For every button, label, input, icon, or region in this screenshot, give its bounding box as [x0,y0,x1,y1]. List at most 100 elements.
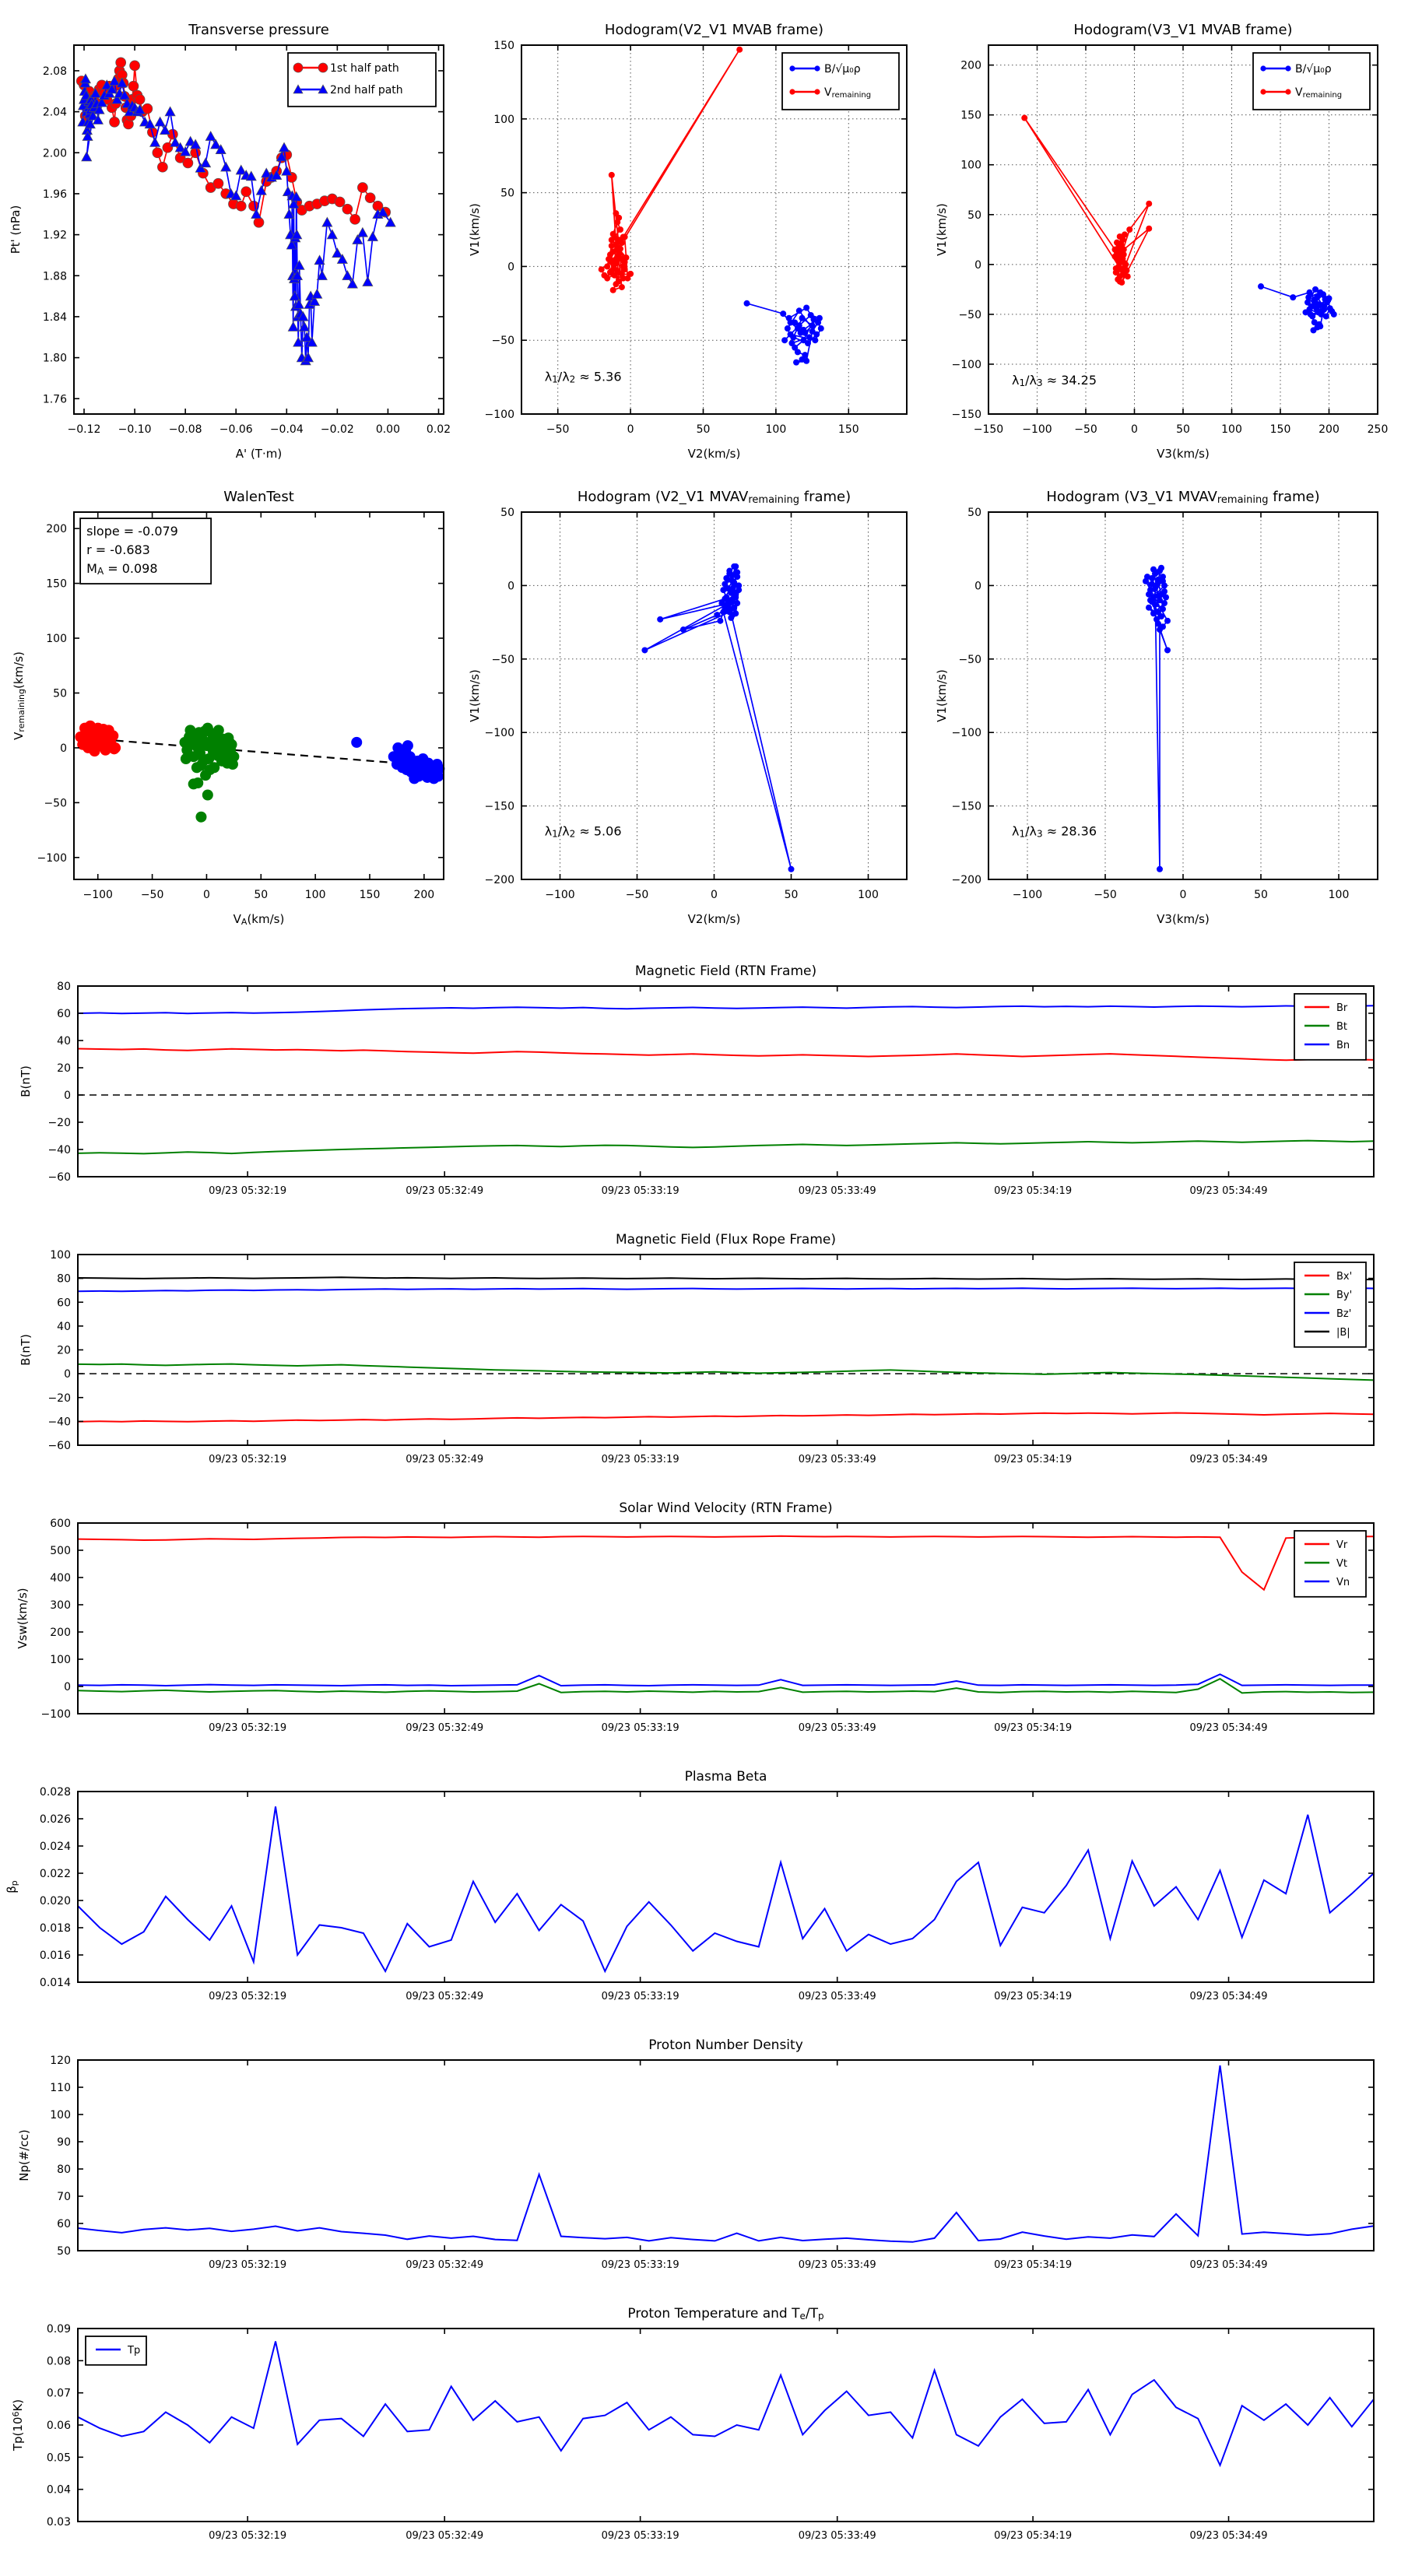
svg-text:09/23 05:33:49: 09/23 05:33:49 [799,2530,876,2542]
svg-text:1.92: 1.92 [43,230,67,242]
svg-text:Vremaining: Vremaining [824,86,871,100]
svg-text:λ1/λ2 ≈ 5.06: λ1/λ2 ≈ 5.06 [545,823,622,839]
svg-text:2nd half path: 2nd half path [330,84,403,97]
svg-text:−0.10: −0.10 [118,423,152,436]
svg-text:Vt: Vt [1336,1558,1347,1570]
svg-text:−0.06: −0.06 [219,423,253,436]
svg-text:50: 50 [1254,889,1268,901]
svg-text:100: 100 [50,1249,71,1262]
svg-text:0: 0 [64,1681,71,1693]
svg-text:B/√μ₀ρ: B/√μ₀ρ [824,63,861,75]
svg-text:40: 40 [57,1321,71,1333]
svg-text:70: 70 [57,2191,71,2203]
svg-text:1.84: 1.84 [43,311,67,324]
svg-text:09/23 05:34:19: 09/23 05:34:19 [994,1185,1072,1197]
chart-transverse-pressure: −0.12 −0.10 −0.08 −0.06 −0.04 −0.02 0.00 0.02 1.… [0,8,467,475]
svg-text:100: 100 [766,423,787,436]
svg-text:0: 0 [507,261,514,273]
svg-text:−100: −100 [485,409,514,421]
svg-text:Magnetic Field (RTN Frame): Magnetic Field (RTN Frame) [635,963,816,979]
svg-text:Proton Number Density: Proton Number Density [648,2037,803,2053]
svg-text:Hodogram (V2_V1 MVAVremaining: Hodogram (V2_V1 MVAVremaining frame) [578,489,851,506]
chart-walen-test: −100 −50 0 50 100 150 200 −100 −50 0 50 100 150 200 Wa… [0,475,467,953]
svg-text:0.016: 0.016 [40,1950,71,1962]
svg-text:200: 200 [46,523,67,535]
svg-text:0.07: 0.07 [47,2388,71,2400]
svg-text:−50: −50 [44,797,67,809]
svg-text:100: 100 [50,1654,71,1666]
chart-hodogram-v3v1-mvab: −150 −100 −50 0 50 100 150 200 250 −150 −100 −50 0 50… [934,8,1401,475]
svg-text:0.020: 0.020 [40,1895,71,1907]
svg-text:09/23 05:34:19: 09/23 05:34:19 [994,1991,1072,2002]
svg-text:Bx': Bx' [1336,1271,1352,1283]
svg-text:−150: −150 [952,801,981,813]
svg-text:09/23 05:32:19: 09/23 05:32:19 [209,1722,286,1734]
chart-hodogram-v2v1-mvav: −100 −50 0 50 100 −200 −150 −100 −50 0 50 Hodogram … [467,475,934,953]
svg-text:09/23 05:33:49: 09/23 05:33:49 [799,2259,876,2271]
svg-text:1.96: 1.96 [43,188,67,201]
svg-text:Vr: Vr [1336,1539,1348,1551]
svg-text:50: 50 [500,507,514,519]
svg-text:−0.02: −0.02 [321,423,354,436]
svg-text:2.04: 2.04 [43,107,67,119]
svg-text:09/23 05:34:49: 09/23 05:34:49 [1190,2259,1268,2271]
svg-text:100: 100 [1329,889,1350,901]
svg-text:09/23 05:34:49: 09/23 05:34:49 [1190,1722,1268,1734]
svg-text:−150: −150 [485,801,514,813]
svg-text:0: 0 [974,259,981,272]
svg-text:Bt: Bt [1336,1021,1347,1033]
svg-text:20: 20 [57,1062,71,1075]
svg-text:50: 50 [967,209,981,222]
svg-text:120: 120 [50,2055,71,2067]
svg-text:r = -0.683: r = -0.683 [86,542,150,557]
svg-text:0: 0 [60,742,67,755]
svg-text:09/23 05:33:19: 09/23 05:33:19 [602,1991,679,2002]
svg-text:200: 200 [413,889,434,901]
svg-text:60: 60 [57,1008,71,1020]
svg-text:100: 100 [960,160,981,172]
chart-hodogram-v2v1-mvab: −50 0 50 100 150 −100 −50 0 50 100 150 Hodogram(V2_… [467,8,934,475]
svg-text:100: 100 [50,2109,71,2122]
svg-text:−100: −100 [83,889,113,901]
svg-text:50: 50 [1176,423,1190,436]
svg-text:−100: −100 [952,359,981,371]
svg-text:By': By' [1336,1290,1352,1301]
svg-text:λ1/λ3 ≈ 28.36: λ1/λ3 ≈ 28.36 [1012,823,1097,839]
svg-text:09/23 05:33:19: 09/23 05:33:19 [602,1454,679,1465]
svg-text:150: 150 [960,110,981,122]
svg-text:−20: −20 [47,1117,71,1129]
svg-text:Hodogram(V3_V1 MVAB frame): Hodogram(V3_V1 MVAB frame) [1073,22,1292,38]
svg-text:2.00: 2.00 [43,147,67,160]
svg-text:B(nT): B(nT) [19,1065,33,1097]
svg-text:−20: −20 [47,1392,71,1405]
svg-text:09/23 05:32:19: 09/23 05:32:19 [209,1454,286,1465]
svg-text:λ1/λ3 ≈ 34.25: λ1/λ3 ≈ 34.25 [1012,373,1097,388]
svg-text:V2(km/s): V2(km/s) [688,447,741,461]
svg-text:0: 0 [1131,423,1138,436]
svg-text:2.08: 2.08 [43,65,67,78]
svg-text:50: 50 [500,188,514,200]
svg-text:βp: βp [5,1880,19,1893]
svg-text:slope = -0.079: slope = -0.079 [86,524,178,539]
svg-text:09/23 05:32:19: 09/23 05:32:19 [209,1185,286,1197]
chart-plasma-beta: 09/23 05:32:19 09/23 05:32:49 09/23 05:33:… [0,1759,1401,2027]
svg-text:0.02: 0.02 [427,423,451,436]
svg-text:0.014: 0.014 [40,1977,71,1989]
svg-text:1.80: 1.80 [43,353,67,365]
svg-text:0.04: 0.04 [47,2484,71,2497]
svg-text:250: 250 [1368,423,1389,436]
svg-text:0.08: 0.08 [47,2355,71,2367]
svg-text:−50: −50 [141,889,164,901]
svg-text:0: 0 [64,1090,71,1102]
svg-text:−100: −100 [952,727,981,739]
svg-text:400: 400 [50,1572,71,1585]
svg-text:−0.08: −0.08 [169,423,202,436]
svg-text:Transverse pressure: Transverse pressure [188,22,329,38]
svg-text:0: 0 [711,889,718,901]
svg-text:110: 110 [50,2082,71,2094]
svg-text:−100: −100 [545,889,574,901]
svg-text:Proton Temperature and Te/Tp: Proton Temperature and Te/Tp [627,2306,823,2322]
svg-text:150: 150 [1270,423,1291,436]
svg-text:50: 50 [53,687,67,700]
svg-text:90: 90 [57,2136,71,2149]
